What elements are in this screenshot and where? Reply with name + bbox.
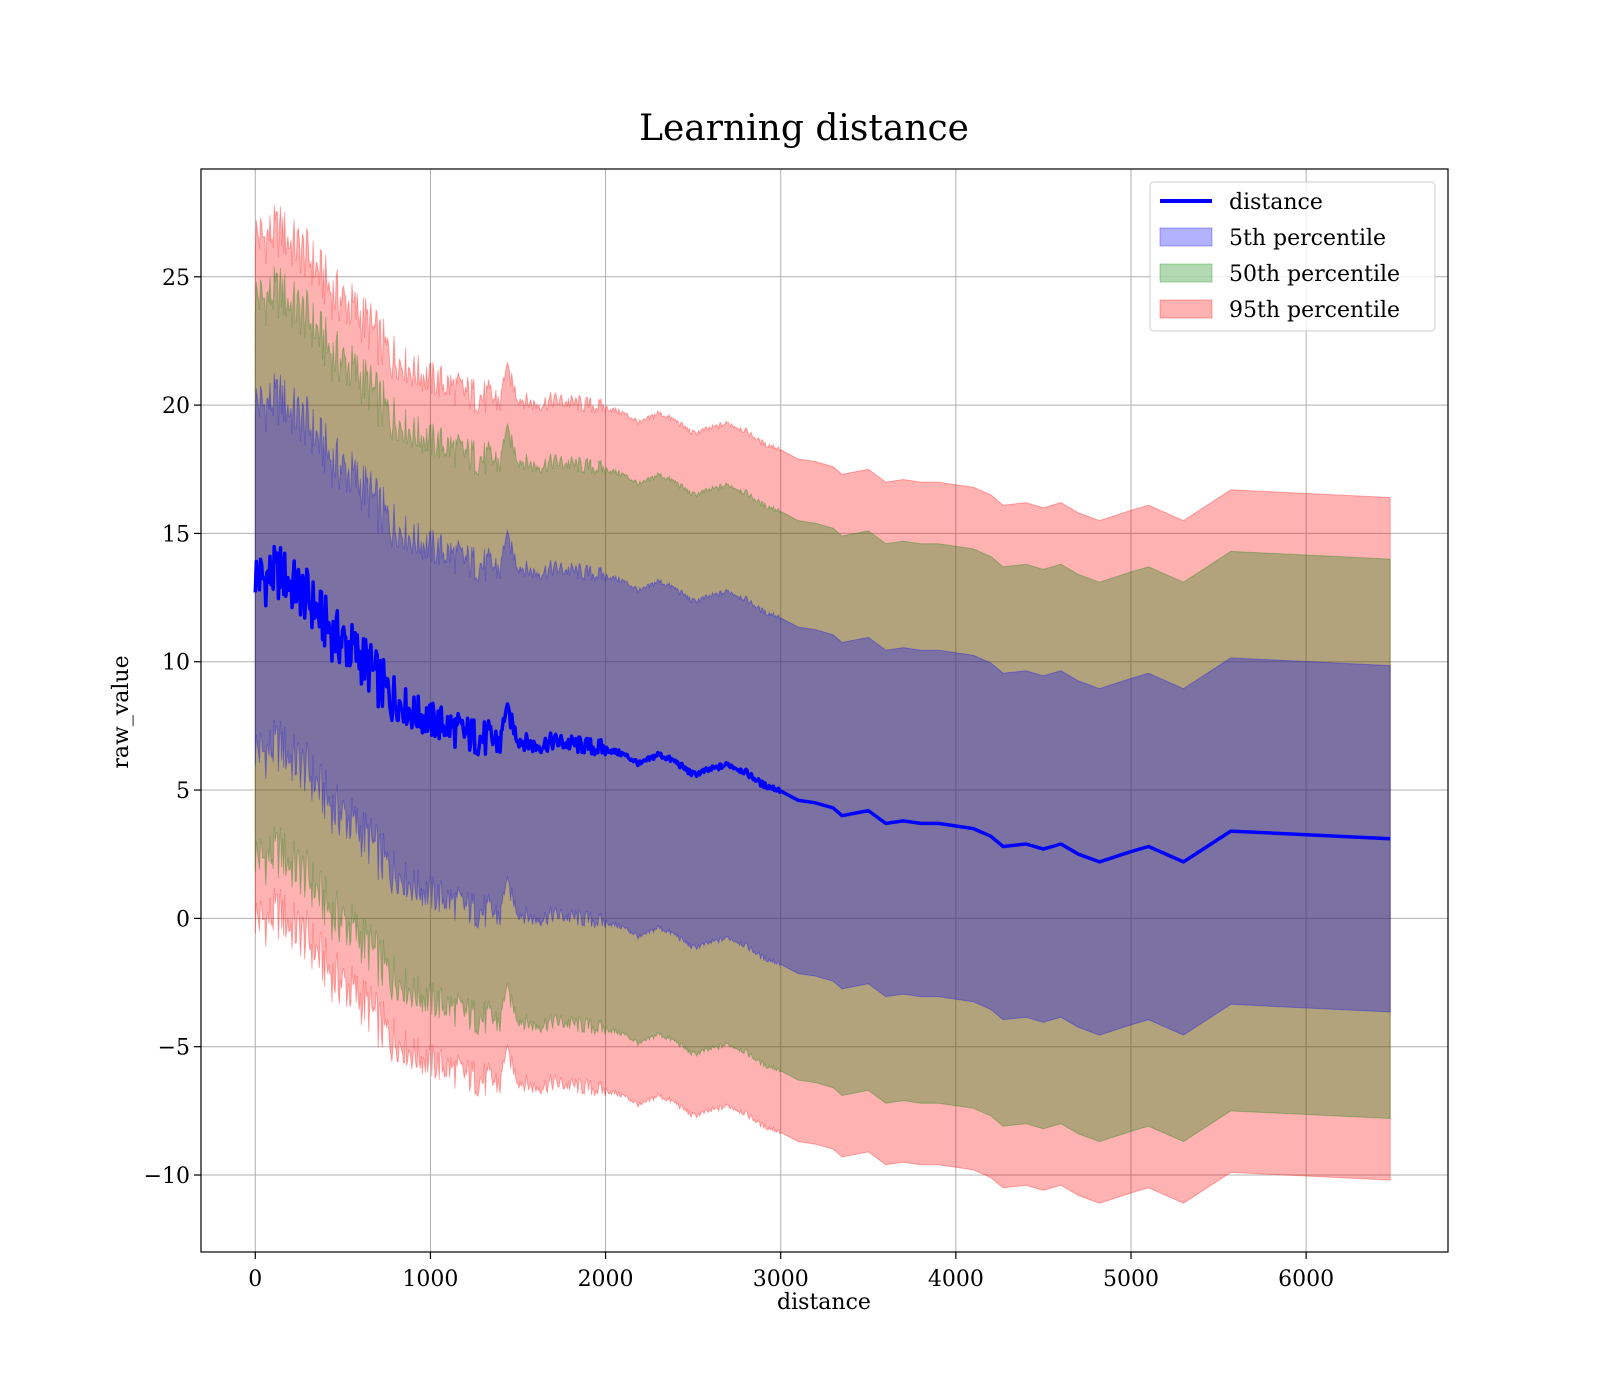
- series-line-distance: [253, 544, 1391, 864]
- legend-label-95th: 95th percentile: [1229, 298, 1400, 323]
- legend-swatch-95th: [1159, 299, 1213, 319]
- x-tick-label: 6000: [1278, 1267, 1334, 1292]
- legend-frame: [1149, 181, 1436, 332]
- legend-swatch-50th: [1159, 263, 1213, 283]
- x-tick-label: 2000: [578, 1267, 634, 1292]
- y-tick-label: 15: [162, 522, 190, 547]
- y-tick-label: 25: [162, 266, 190, 291]
- x-tick-label: 3000: [753, 1267, 809, 1292]
- x-tick-label: 4000: [928, 1267, 984, 1292]
- band-95th-percentile: [254, 205, 1391, 1204]
- y-axis-title: raw_value: [109, 655, 134, 768]
- y-tick-label: −5: [158, 1036, 190, 1061]
- grid: [201, 169, 1448, 1252]
- y-tick-label: −10: [144, 1164, 190, 1189]
- x-axis-title: distance: [777, 1290, 871, 1315]
- legend-swatch-5th: [1159, 227, 1213, 247]
- legend-label-distance: distance: [1229, 190, 1323, 215]
- y-axis: −10 −5 0 5 10 15 20 25: [144, 266, 201, 1189]
- band-50th-percentile: [254, 266, 1391, 1143]
- band-5th-percentile: [254, 373, 1391, 1036]
- percentile-bands: [254, 205, 1391, 1204]
- y-tick-label: 5: [176, 779, 190, 804]
- x-tick-label: 0: [248, 1267, 262, 1292]
- plot-frame: [200, 168, 1449, 1253]
- series-lines: [253, 544, 1391, 864]
- legend: distance 5th percentile 50th percentile …: [1149, 181, 1436, 332]
- legend-label-5th: 5th percentile: [1229, 226, 1386, 251]
- x-tick-label: 5000: [1103, 1267, 1159, 1292]
- y-tick-label: 0: [176, 907, 190, 932]
- x-tick-label: 1000: [402, 1267, 458, 1292]
- legend-label-50th: 50th percentile: [1229, 262, 1400, 287]
- x-axis: 0 1000 2000 3000 4000 5000 6000: [248, 1252, 1334, 1292]
- y-tick-label: 20: [162, 394, 190, 419]
- chart-title: Learning distance: [639, 108, 969, 149]
- y-tick-label: 10: [162, 651, 190, 676]
